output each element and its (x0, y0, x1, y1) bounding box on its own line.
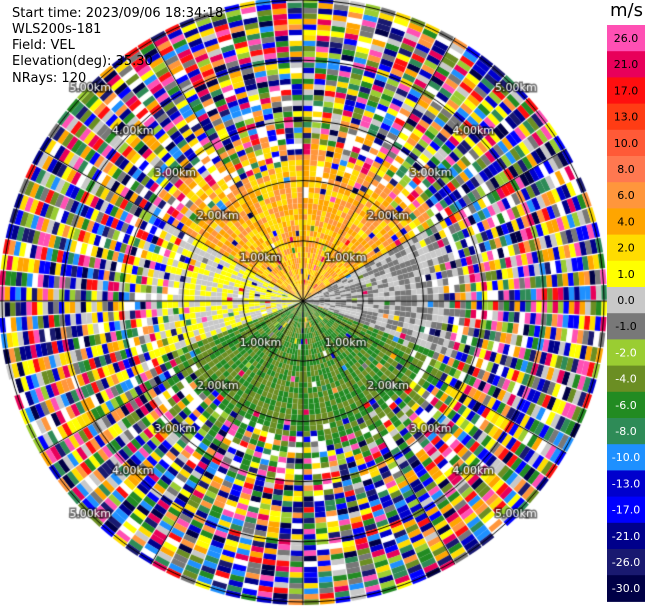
colorbar-swatch (607, 156, 645, 183)
colorbar-swatch (607, 182, 645, 209)
colorbar-tick-label: -4.0 (615, 373, 636, 386)
colorbar-swatch (607, 418, 645, 445)
colorbar-swatch (607, 365, 645, 393)
colorbar-swatch (607, 444, 645, 471)
colorbar-tick-label: 8.0 (617, 163, 635, 176)
elevation-label: Elevation(deg): 35.30 (12, 54, 153, 69)
field-label: Field: VEL (12, 38, 75, 53)
colorbar-tick-label: 1.0 (617, 268, 635, 281)
colorbar-tick-label: 10.0 (614, 137, 639, 150)
colorbar-tick-label: 6.0 (617, 189, 635, 202)
colorbar-swatch (607, 208, 645, 236)
colorbar-tick-label: 21.0 (614, 58, 639, 71)
colorbar-swatch (607, 77, 645, 105)
colorbar-tick-label: 0.0 (617, 294, 635, 307)
colorbar-tick-label: -30.0 (612, 582, 640, 595)
colorbar-tick-label: -21.0 (612, 530, 640, 543)
colorbar-swatch (607, 234, 645, 262)
colorbar-tick-label: -17.0 (612, 504, 640, 517)
colorbar-swatch (607, 103, 645, 131)
colorbar-tick-label: 2.0 (617, 242, 635, 255)
colorbar-swatch (607, 391, 645, 419)
colorbar-tick-label: -26.0 (612, 556, 640, 569)
colorbar-unit-label: m/s (610, 0, 643, 21)
colorbar-swatch (607, 496, 645, 524)
colorbar-swatch (607, 287, 645, 314)
colorbar-swatch (607, 470, 645, 498)
start-time-label: Start time: 2023/09/06 18:34:18 (12, 6, 224, 21)
colorbar-swatch (607, 129, 645, 157)
instrument-label: WLS200s-181 (12, 22, 102, 37)
colorbar-tick-label: 17.0 (614, 84, 639, 97)
colorbar-tick-label: -8.0 (615, 425, 636, 438)
colorbar-swatch (607, 25, 645, 52)
nrays-label: NRays: 120 (12, 71, 87, 86)
colorbar-tick-label: -6.0 (615, 399, 636, 412)
colorbar-tick-label: -10.0 (612, 451, 640, 464)
colorbar-swatch (607, 549, 645, 576)
colorbar-swatch (607, 51, 645, 78)
colorbar-tick-label: -1.0 (615, 320, 636, 333)
colorbar-tick-label: 4.0 (617, 215, 635, 228)
colorbar-swatch (607, 522, 645, 550)
colorbar-tick-label: -13.0 (612, 477, 640, 490)
colorbar-swatch (607, 339, 645, 367)
colorbar-tick-label: 13.0 (614, 111, 639, 124)
colorbar-swatch (607, 575, 645, 602)
colorbar-swatch (607, 260, 645, 288)
colorbar-swatch (607, 313, 645, 340)
colorbar-tick-label: -2.0 (615, 346, 636, 359)
colorbar-tick-label: 26.0 (614, 32, 639, 45)
